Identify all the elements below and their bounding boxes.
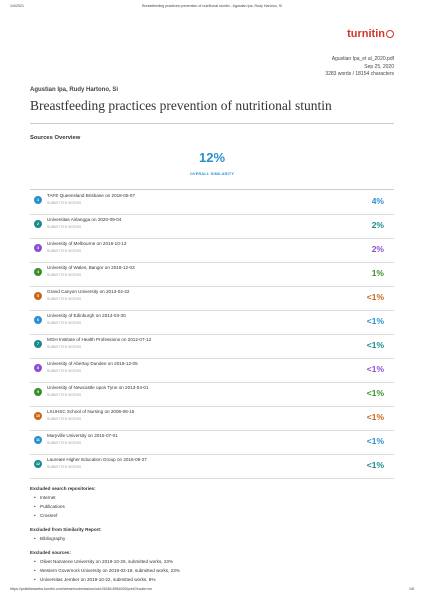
source-row[interactable]: 3 University of Melbourne on 2016-10-13 … — [30, 239, 394, 263]
row-divider — [30, 406, 394, 407]
source-number-badge: 6 — [34, 316, 42, 324]
row-divider — [30, 238, 394, 239]
source-number-badge: 11 — [34, 436, 42, 444]
source-percent: 2% — [371, 244, 384, 254]
document-title: Breastfeeding practices prevention of nu… — [30, 98, 332, 113]
excluded-report-item: Bibliography — [34, 536, 65, 541]
source-percent: <1% — [366, 292, 384, 302]
source-type: SUBMITTED WORKS — [47, 297, 82, 301]
source-type: SUBMITTED WORKS — [47, 441, 82, 445]
source-name[interactable]: TAFE Queensland Brisbane on 2018-05-07 — [47, 193, 136, 198]
source-percent: <1% — [366, 388, 384, 398]
excluded-repository-item: Publications — [34, 504, 65, 509]
source-type: SUBMITTED WORKS — [47, 225, 82, 229]
excluded-repository-item: Internet — [34, 495, 55, 500]
source-name[interactable]: MGH Institute of Health Professions on 2… — [47, 337, 152, 342]
source-name[interactable]: LSUHSC School of Nursing on 2006-08-15 — [47, 409, 135, 414]
source-number-badge: 2 — [34, 220, 42, 228]
overall-similarity-label: OVERALL SIMILARITY — [189, 172, 235, 176]
row-divider — [30, 334, 394, 335]
source-percent: 1% — [371, 268, 384, 278]
meta-date: Sep 25, 2020 — [364, 63, 394, 70]
source-percent: <1% — [366, 340, 384, 350]
source-type: SUBMITTED WORKS — [47, 249, 82, 253]
source-name[interactable]: Laureate Higher Education Group on 2016-… — [47, 457, 147, 462]
source-type: SUBMITTED WORKS — [47, 273, 82, 277]
source-number-badge: 10 — [34, 412, 42, 420]
source-type: SUBMITTED WORKS — [47, 393, 82, 397]
print-footer-url: https://pollstilanwebs.turnitin.com/view… — [10, 587, 153, 591]
row-divider — [30, 262, 394, 263]
source-row[interactable]: 1 TAFE Queensland Brisbane on 2018-05-07… — [30, 191, 394, 215]
source-name[interactable]: University of Newcastle upon Tyne on 201… — [47, 385, 149, 390]
source-percent: <1% — [366, 364, 384, 374]
source-number-badge: 3 — [34, 244, 42, 252]
meta-filename: Agustian Ipa_et al_2020.pdf — [331, 56, 394, 62]
source-row[interactable]: 6 University of Edinburgh on 2014-03-30 … — [30, 311, 394, 335]
source-name[interactable]: University of Melbourne on 2016-10-13 — [47, 241, 127, 246]
row-divider — [30, 310, 394, 311]
overall-similarity-percent: 12% — [198, 150, 226, 165]
turnitin-logo-text: turnitin — [347, 28, 385, 40]
excluded-sources-heading: Excluded sources: — [30, 550, 71, 555]
turnitin-logo-ring-icon — [386, 30, 394, 39]
source-row[interactable]: 2 Universitas Airlangga on 2020-09-04 SU… — [30, 215, 394, 239]
source-name[interactable]: University of Edinburgh on 2014-03-30 — [47, 313, 126, 318]
source-type: SUBMITTED WORKS — [47, 321, 82, 325]
source-percent: <1% — [366, 460, 384, 470]
row-divider — [30, 382, 394, 383]
source-row[interactable]: 8 University of Abertay Dundee on 2018-1… — [30, 359, 394, 383]
row-divider — [30, 454, 394, 455]
source-percent: 2% — [371, 220, 384, 230]
source-name[interactable]: University of Wales, Bangor on 2018-12-0… — [47, 265, 135, 270]
source-type: SUBMITTED WORKS — [47, 369, 82, 373]
excluded-source-item: Universitas Jember on 2019-10-22, submit… — [34, 577, 155, 582]
source-number-badge: 5 — [34, 292, 42, 300]
print-date: 1/4/2021 — [10, 4, 24, 8]
sources-divider — [30, 189, 394, 190]
source-percent: <1% — [366, 412, 384, 422]
title-divider — [30, 123, 394, 124]
source-name[interactable]: University of Abertay Dundee on 2018-12-… — [47, 361, 138, 366]
source-number-badge: 8 — [34, 364, 42, 372]
source-name[interactable]: Maryville University on 2015-07-01 — [47, 433, 118, 438]
sources-overview-heading: Sources Overview — [30, 135, 81, 141]
source-number-badge: 9 — [34, 388, 42, 396]
source-percent: <1% — [366, 316, 384, 326]
source-row[interactable]: 11 Maryville University on 2015-07-01 SU… — [30, 431, 394, 455]
source-row[interactable]: 5 Grand Canyon University on 2013-04-22 … — [30, 287, 394, 311]
excluded-repositories-heading: Excluded search repositories: — [30, 486, 96, 491]
source-percent: <1% — [366, 436, 384, 446]
excluded-source-item: Olivet Nazarene University on 2019-10-26… — [34, 559, 173, 564]
source-type: SUBMITTED WORKS — [47, 201, 82, 205]
source-number-badge: 12 — [34, 460, 42, 468]
source-row[interactable]: 9 University of Newcastle upon Tyne on 2… — [30, 383, 394, 407]
source-number-badge: 1 — [34, 196, 42, 204]
source-row[interactable]: 10 LSUHSC School of Nursing on 2006-08-1… — [30, 407, 394, 431]
source-row[interactable]: 12 Laureate Higher Education Group on 20… — [30, 455, 394, 479]
meta-counts: 3283 words / 18154 characters — [325, 71, 394, 77]
source-number-badge: 7 — [34, 340, 42, 348]
row-divider — [30, 286, 394, 287]
source-row[interactable]: 4 University of Wales, Bangor on 2018-12… — [30, 263, 394, 287]
row-divider — [30, 478, 394, 479]
source-number-badge: 4 — [34, 268, 42, 276]
row-divider — [30, 358, 394, 359]
source-type: SUBMITTED WORKS — [47, 465, 82, 469]
source-name[interactable]: Universitas Airlangga on 2020-09-04 — [47, 217, 122, 222]
source-name[interactable]: Grand Canyon University on 2013-04-22 — [47, 289, 130, 294]
authors: Agustian Ipa, Rudy Hartono, Si — [30, 87, 119, 93]
excluded-report-heading: Excluded from Similarity Report: — [30, 527, 102, 532]
source-type: SUBMITTED WORKS — [47, 345, 82, 349]
source-percent: 4% — [371, 196, 384, 206]
source-row[interactable]: 7 MGH Institute of Health Professions on… — [30, 335, 394, 359]
print-header-title: Breastfeeding practices prevention of nu… — [142, 4, 282, 8]
excluded-repository-item: Crossref — [34, 513, 57, 518]
source-type: SUBMITTED WORKS — [47, 417, 82, 421]
row-divider — [30, 430, 394, 431]
excluded-source-item: Western Governors University on 2019-02-… — [34, 568, 180, 573]
turnitin-logo: turnitin — [347, 28, 394, 40]
print-footer-page: 1/8 — [409, 587, 414, 591]
row-divider — [30, 214, 394, 215]
